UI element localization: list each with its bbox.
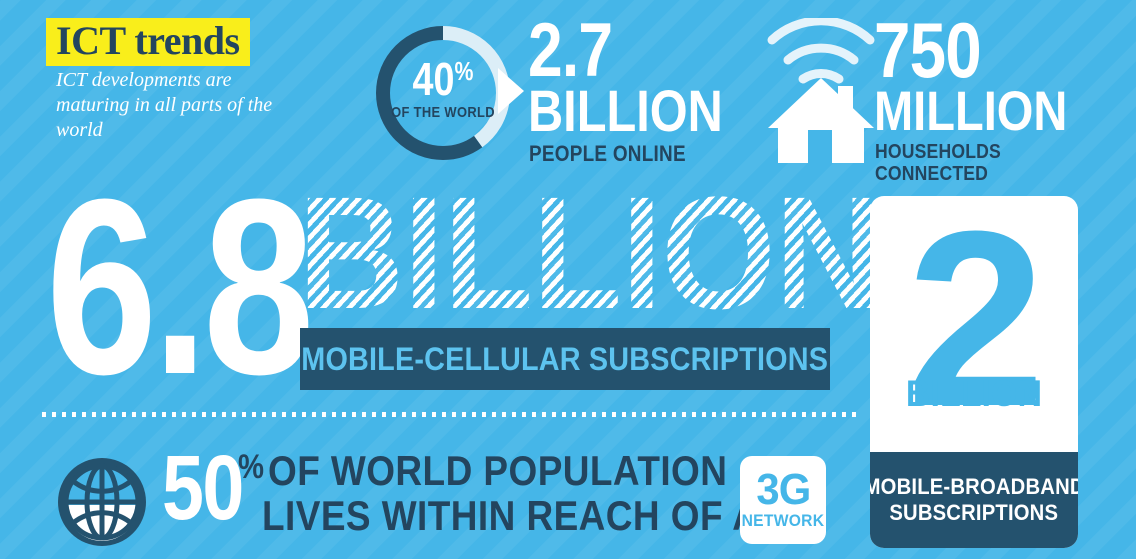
- coverage-line2: LIVES WITHIN REACH OF A: [262, 492, 760, 539]
- donut-value-number: 40: [412, 53, 455, 105]
- page-subtitle: ICT developments are maturing in all par…: [56, 69, 273, 141]
- mobile-broadband-label-line2: SUBSCRIPTIONS: [889, 500, 1059, 525]
- donut-arrow-icon: [498, 68, 524, 114]
- mobile-broadband-number: 2: [906, 196, 1045, 458]
- mobile-cellular-unit: BILLION: [298, 163, 881, 342]
- donut-center-caption: OF THE WORLD: [391, 104, 495, 121]
- mobile-broadband-label-line1: MOBILE-BROADBAND: [870, 474, 1078, 499]
- coverage-number: 50: [162, 437, 244, 539]
- mobile-broadband-footer: MOBILE-BROADBAND SUBSCRIPTIONS: [870, 452, 1078, 548]
- house-wifi-icon-svg: [767, 16, 875, 163]
- mobile-cellular-number: 6.8: [46, 147, 314, 426]
- donut-center-value: 40%: [388, 56, 498, 102]
- page-title: ICT trends: [56, 18, 240, 63]
- people-online-label: PEOPLE ONLINE: [529, 141, 686, 166]
- network-3g-sublabel: NETWORK: [741, 511, 825, 530]
- globe-icon: [55, 455, 149, 549]
- coverage-line1: OF WORLD POPULATION: [268, 447, 728, 494]
- donut-percent-symbol: %: [454, 56, 474, 86]
- households-number: 750: [874, 6, 982, 94]
- households-label: HOUSEHOLDS CONNECTED: [875, 141, 1001, 185]
- coverage-percent-symbol: %: [238, 448, 265, 486]
- house-wifi-icon: [766, 16, 876, 163]
- households-unit: MILLION: [874, 79, 1068, 142]
- mobile-cellular-label: MOBILE-CELLULAR SUBSCRIPTIONS: [301, 341, 829, 377]
- network-3g-badge: 3G NETWORK: [740, 456, 826, 544]
- people-online-unit: BILLION: [528, 79, 723, 144]
- mobile-cellular-label-bar: MOBILE-CELLULAR SUBSCRIPTIONS: [300, 328, 830, 390]
- title-highlight: ICT trends: [46, 18, 250, 66]
- network-3g-label: 3G: [756, 465, 811, 514]
- people-online-number: 2.7: [528, 8, 613, 93]
- mobile-broadband-unit: BILLION: [905, 373, 1043, 414]
- dotted-divider: [42, 412, 860, 417]
- globe-icon-svg: [58, 458, 146, 546]
- mobile-broadband-card: 2 BILLION MOBILE-BROADBAND SUBSCRIPTIONS: [870, 196, 1078, 548]
